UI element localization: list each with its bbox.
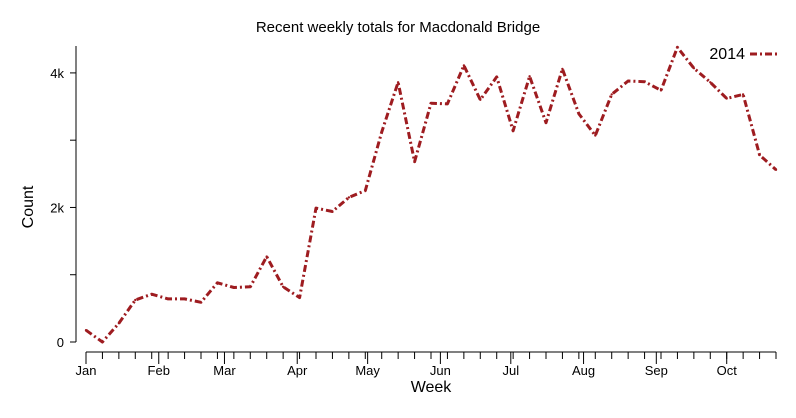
data-point	[84, 329, 88, 332]
x-axis: Jan Feb Mar Apr May Jun Jul Aug Sep Oct	[76, 351, 777, 378]
legend-label: 2014	[709, 46, 745, 63]
data-point	[626, 79, 630, 83]
data-point	[544, 121, 548, 124]
data-point	[298, 296, 301, 299]
data-point	[495, 75, 498, 79]
series-layer	[84, 45, 778, 344]
data-point	[249, 285, 252, 288]
data-point	[462, 64, 466, 67]
x-tick-label: Mar	[213, 363, 236, 378]
data-point	[101, 340, 104, 344]
data-point	[150, 293, 153, 296]
data-point	[364, 189, 367, 192]
x-axis-title: Week	[411, 379, 453, 396]
data-point	[380, 130, 383, 134]
data-point	[676, 46, 679, 49]
data-point	[446, 102, 449, 106]
data-point	[117, 322, 121, 325]
data-point	[429, 102, 433, 105]
data-point	[199, 301, 203, 304]
x-tick-label: Jan	[76, 363, 97, 378]
data-point	[692, 67, 696, 70]
x-tick-label: Feb	[148, 363, 170, 378]
x-tick-label: Jun	[430, 363, 451, 378]
data-point	[643, 80, 646, 83]
series-line-2014	[85, 45, 778, 344]
data-point	[166, 297, 170, 301]
x-tick-label: Apr	[287, 363, 308, 378]
data-point	[511, 129, 515, 132]
data-point	[413, 160, 416, 163]
data-point	[659, 89, 663, 92]
x-tick-label: Jul	[502, 363, 519, 378]
data-point	[281, 285, 285, 288]
x-tick-label: May	[355, 363, 380, 378]
data-point	[725, 97, 728, 100]
data-point	[528, 75, 531, 78]
data-point	[314, 206, 318, 210]
data-point	[709, 81, 712, 84]
y-axis-title: Count	[20, 185, 37, 228]
data-point	[741, 93, 745, 96]
data-point	[232, 286, 236, 289]
x-tick-label: Aug	[572, 363, 595, 378]
data-point	[561, 67, 564, 71]
data-point	[134, 298, 137, 302]
x-tick-label: Oct	[717, 363, 738, 378]
data-point	[331, 210, 334, 213]
data-point	[479, 98, 482, 102]
y-axis: 0 2k 4k	[50, 46, 77, 350]
legend: 2014	[709, 46, 777, 63]
chart-title: Recent weekly totals for Macdonald Bridg…	[256, 19, 540, 36]
y-tick-label: 4k	[50, 66, 64, 81]
data-point	[396, 81, 400, 84]
data-point	[183, 297, 186, 301]
data-point	[347, 196, 351, 199]
data-point	[610, 93, 613, 96]
data-point	[216, 281, 219, 284]
data-point	[758, 153, 761, 157]
data-point	[594, 134, 597, 137]
x-tick-label: Sep	[645, 363, 668, 378]
data-point	[774, 168, 778, 171]
y-tick-label: 0	[57, 335, 64, 350]
y-tick-label: 2k	[50, 200, 64, 215]
data-point	[265, 255, 268, 258]
data-point	[577, 112, 581, 116]
